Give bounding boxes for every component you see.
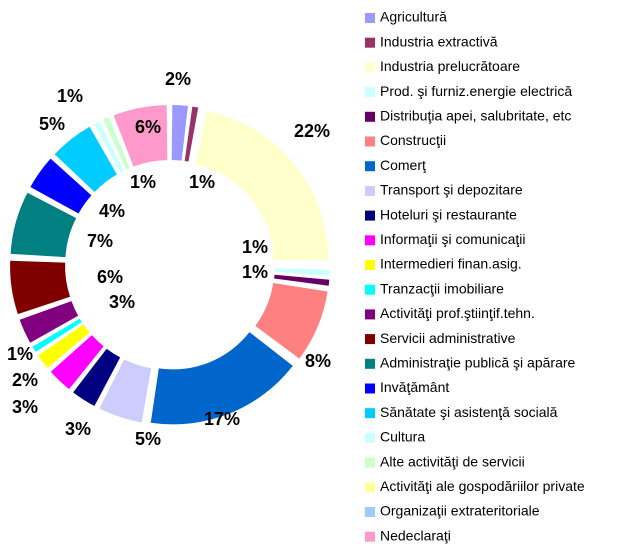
data-label: 5% — [39, 114, 65, 134]
legend-label: Construcţii — [380, 132, 446, 148]
legend-swatch — [365, 482, 375, 493]
data-label: 5% — [135, 429, 161, 449]
data-label: 17% — [204, 409, 240, 429]
data-label: 6% — [97, 267, 123, 287]
legend-label: Industria extractivă — [380, 33, 498, 49]
legend-label: Sănătate şi asistenţă socială — [380, 404, 558, 420]
legend-swatch — [365, 358, 375, 369]
data-label: 1% — [57, 86, 83, 106]
legend-swatch — [365, 13, 375, 23]
data-label: 1% — [242, 237, 268, 257]
legend-swatch — [365, 309, 375, 320]
legend-swatch — [365, 507, 375, 517]
donut-segment — [38, 324, 90, 368]
legend-swatch — [365, 161, 375, 172]
legend-label: Activităţi prof.ştiinţif.tehn. — [380, 305, 535, 321]
data-label: 4% — [99, 201, 125, 221]
legend-swatch — [365, 432, 375, 443]
data-label: 3% — [65, 419, 91, 439]
data-label: 1% — [189, 172, 215, 192]
legend-swatch — [365, 531, 375, 542]
legend-label: Transport şi depozitare — [380, 182, 523, 198]
legend-label: Servicii administrative — [380, 330, 516, 346]
legend-label: Industria prelucrătoare — [380, 58, 520, 74]
legend-swatch — [365, 136, 375, 147]
legend-swatch — [365, 408, 375, 419]
donut-segment — [184, 106, 199, 162]
legend-swatch — [365, 383, 375, 394]
donut-segment — [103, 117, 130, 170]
legend-label: Invăţământ — [380, 379, 449, 395]
legend-swatch — [365, 87, 375, 98]
donut-segment — [274, 268, 330, 276]
legend-swatch — [365, 260, 375, 270]
data-label: 6% — [135, 117, 161, 137]
legend-swatch — [365, 111, 375, 122]
donut-segment — [32, 318, 82, 352]
legend-swatch — [365, 37, 375, 48]
data-label: 8% — [305, 351, 331, 371]
donut-segment — [171, 105, 188, 161]
legend-label: Administraţie publică şi apărare — [380, 355, 576, 371]
legend-swatch — [365, 235, 375, 246]
data-label: 2% — [12, 370, 38, 390]
donut-segment — [255, 283, 328, 359]
legend-label: Hoteluri şi restaurante — [380, 206, 517, 222]
donut-segment — [54, 126, 117, 193]
legend-label: Agricultură — [380, 9, 447, 25]
legend-swatch — [365, 284, 375, 295]
data-label: 1% — [7, 344, 33, 364]
legend-label: Comerţ — [380, 157, 426, 173]
legend-label: Prod. şi furniz.energie electrică — [380, 83, 572, 99]
legend-label: Nedeclaraţi — [380, 527, 451, 543]
donut-segment — [99, 359, 152, 423]
data-label: 1% — [242, 262, 268, 282]
legend-label: Intermedieri finan.asig. — [380, 256, 522, 272]
donut-segment — [274, 274, 330, 286]
legend-swatch — [365, 210, 375, 221]
legend-swatch — [365, 457, 375, 468]
data-label: 2% — [165, 69, 191, 89]
donut-segment — [113, 105, 168, 167]
legend-swatch — [365, 62, 375, 73]
donut-segment — [19, 301, 79, 343]
donut-segment — [73, 348, 121, 406]
legend-label: Distribuţia apei, salubritate, etc — [380, 108, 571, 124]
legend-label: Activităţi ale gospodăriilor private — [380, 478, 585, 494]
data-label: 1% — [130, 172, 156, 192]
donut-segment — [10, 260, 71, 315]
legend-label: Informaţii şi comunicaţii — [380, 231, 526, 247]
legend-label: Alte activităţi de servicii — [380, 453, 525, 469]
donut-segment — [94, 121, 124, 173]
legend-label: Cultura — [380, 429, 425, 445]
donut-segment — [30, 158, 92, 214]
legend-swatch — [365, 334, 375, 345]
data-label: 3% — [12, 397, 38, 417]
legend-swatch — [365, 185, 375, 196]
legend-label: Tranzacţii imobiliare — [380, 280, 504, 296]
donut-segment — [50, 335, 104, 390]
donut-segment — [10, 192, 77, 258]
data-label: 7% — [87, 231, 113, 251]
data-label: 22% — [294, 121, 330, 141]
donut-segment — [150, 332, 293, 425]
donut-segment — [195, 111, 329, 261]
legend-label: Organizaţii extrateritoriale — [380, 503, 540, 519]
data-label: 3% — [109, 292, 135, 312]
